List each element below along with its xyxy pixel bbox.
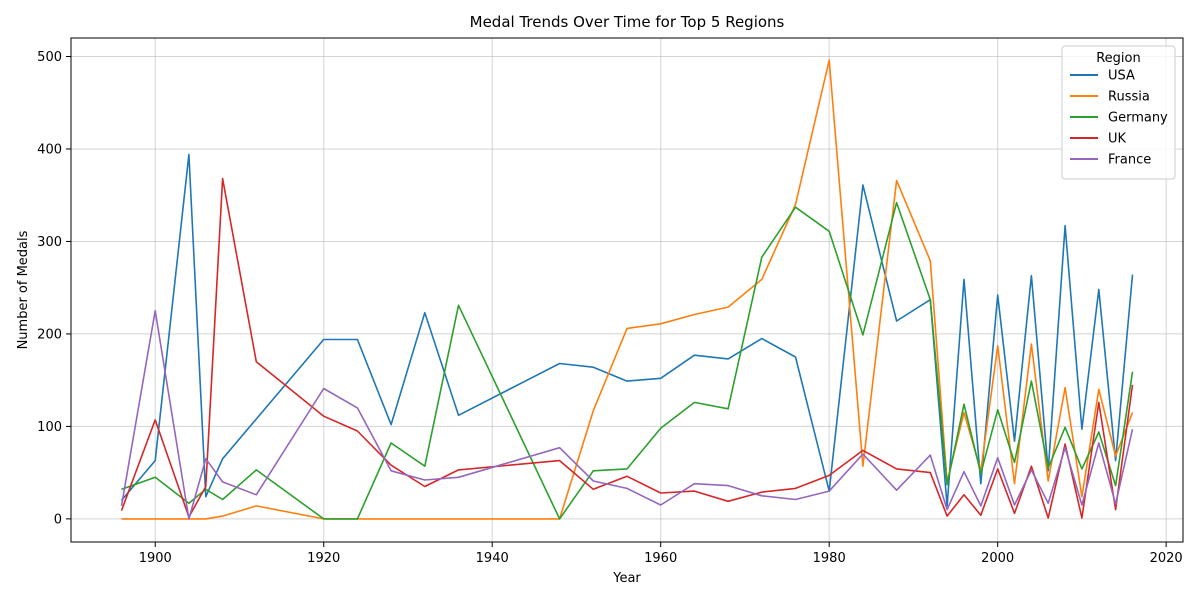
x-tick-label: 1920	[307, 551, 340, 566]
legend-items: USA Russia Germany UK France	[1070, 69, 1168, 168]
series-line-germany	[121, 201, 1134, 520]
series-line-france	[120, 309, 1134, 520]
series-lines	[120, 59, 1134, 520]
y-tick-label: 200	[37, 327, 62, 342]
chart-title: Medal Trends Over Time for Top 5 Regions	[470, 13, 785, 31]
legend-title: Region	[1096, 51, 1141, 66]
x-tick-label: 1960	[644, 551, 677, 566]
x-tick-label: 1980	[813, 551, 846, 566]
legend-label-usa: USA	[1108, 69, 1135, 84]
x-tick-label: 2020	[1150, 551, 1183, 566]
y-axis-label: Number of Medals	[16, 230, 31, 349]
x-axis-ticks: 1900 1920 1940 1960 1980 2000 2020	[139, 542, 1183, 566]
y-tick-label: 300	[37, 235, 62, 250]
series-line-uk	[120, 177, 1134, 519]
x-tick-label: 2000	[981, 551, 1014, 566]
x-tick-label: 1900	[139, 551, 172, 566]
y-tick-label: 100	[37, 420, 62, 435]
y-tick-label: 500	[37, 50, 62, 65]
grid-lines	[71, 38, 1183, 542]
series-line-russia	[121, 59, 1134, 520]
legend-box	[1061, 45, 1176, 180]
plot-frame	[70, 37, 1184, 543]
legend-label-uk: UK	[1108, 132, 1127, 147]
legend: Region USA Russia Germany UK France	[1061, 45, 1176, 180]
legend-label-france: France	[1108, 153, 1151, 168]
legend-label-russia: Russia	[1108, 90, 1150, 105]
y-tick-label: 400	[37, 142, 62, 157]
y-tick-label: 0	[54, 512, 62, 527]
x-axis-label: Year	[612, 571, 641, 586]
x-tick-label: 1940	[476, 551, 509, 566]
legend-label-germany: Germany	[1108, 111, 1168, 126]
series-line-usa	[120, 153, 1134, 507]
y-axis-ticks: 0 100 200 300 400 500	[37, 50, 71, 527]
